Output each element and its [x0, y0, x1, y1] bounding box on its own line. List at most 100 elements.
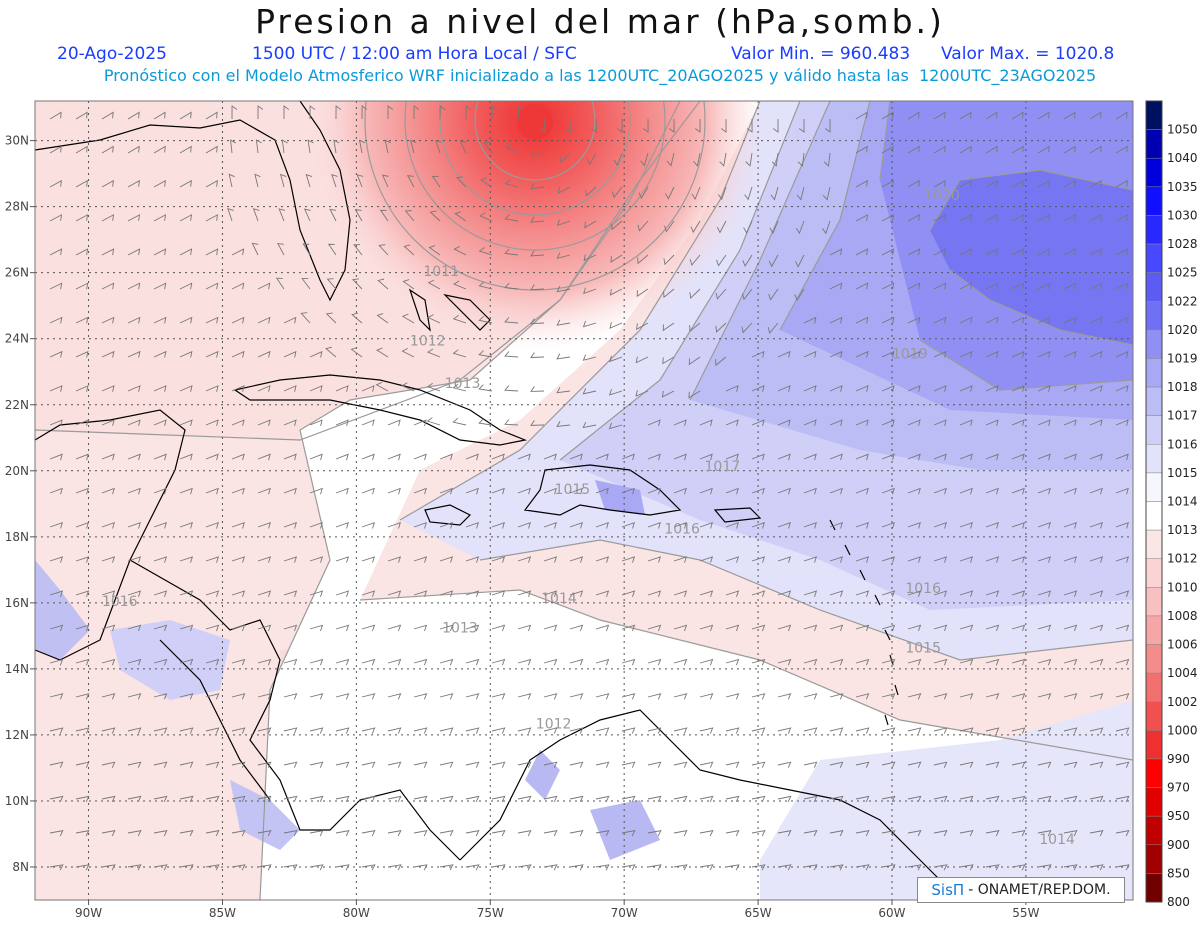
wind-barb	[459, 140, 467, 154]
wind-barb	[283, 727, 298, 734]
wind-barb	[647, 556, 662, 563]
wind-barb	[153, 658, 168, 666]
wind-barb	[353, 244, 363, 256]
wind-barb	[621, 658, 636, 666]
wind-barb	[1063, 487, 1077, 495]
wind-barb	[595, 693, 610, 700]
wind-barb	[1115, 658, 1130, 666]
wind-barb	[335, 658, 350, 666]
wind-barb	[725, 385, 739, 392]
wind-barb	[621, 864, 636, 871]
wind-barb	[49, 214, 63, 222]
wind-barb	[205, 693, 220, 700]
wind-barb	[772, 118, 779, 133]
wind-barb	[725, 487, 739, 495]
wind-barb	[309, 590, 324, 597]
wind-barb	[478, 384, 493, 392]
wind-barb	[1011, 419, 1025, 427]
wind-barb	[1089, 248, 1103, 256]
wind-barb	[959, 624, 974, 632]
legend-swatch	[1145, 215, 1163, 245]
wind-barb	[803, 830, 818, 837]
wind-barb	[821, 220, 831, 235]
wind-barb	[257, 658, 272, 666]
wind-barb	[907, 385, 921, 392]
wind-barb	[283, 590, 298, 597]
wind-barb	[231, 248, 245, 256]
wind-barb	[829, 624, 844, 632]
wind-barb	[387, 693, 402, 700]
wind-barb	[1037, 111, 1050, 120]
contour-label: 1013	[442, 621, 478, 637]
wind-barb	[543, 590, 558, 597]
wind-barb	[301, 278, 311, 290]
contour-label: 1012	[536, 716, 572, 732]
wind-barb	[725, 761, 740, 768]
wind-barb	[803, 385, 817, 392]
wind-barb	[75, 385, 89, 392]
legend-level-label: 900	[1167, 838, 1190, 852]
wind-barb	[751, 419, 765, 427]
wind-barb	[663, 288, 675, 299]
wind-barb	[257, 556, 272, 563]
wind-barb	[1089, 111, 1102, 120]
wind-barb	[1037, 521, 1051, 529]
wind-barb	[621, 624, 636, 632]
wind-barb	[609, 288, 623, 296]
wind-barb	[777, 830, 792, 837]
wind-barb	[491, 761, 506, 768]
wind-barb	[309, 521, 323, 529]
wind-barb	[959, 385, 973, 392]
wind-barb	[326, 278, 337, 290]
wind-barb	[985, 521, 999, 529]
wind-barb	[907, 282, 921, 290]
wind-barb	[855, 624, 870, 632]
wind-barb	[855, 658, 870, 666]
legend-swatch	[1145, 615, 1163, 645]
wind-barb	[543, 727, 558, 734]
wind-barb	[375, 347, 389, 358]
wind-barb	[101, 864, 116, 871]
wind-barb	[278, 208, 286, 222]
wind-barb	[543, 624, 558, 632]
wind-barb	[387, 105, 394, 120]
wind-barb	[855, 453, 869, 461]
wind-barb	[647, 487, 661, 495]
wind-barb	[636, 322, 649, 331]
wind-barb	[1011, 214, 1025, 222]
wind-barb	[699, 761, 714, 768]
wind-barb	[881, 727, 896, 734]
wind-barb	[907, 590, 922, 597]
wind-barb	[985, 350, 999, 358]
wind-barb	[985, 453, 999, 461]
wind-barb	[933, 487, 947, 495]
wind-barb	[153, 864, 168, 871]
wind-barb	[153, 727, 168, 734]
wind-barb	[275, 277, 285, 290]
wind-barb	[504, 351, 519, 358]
wind-barb	[741, 322, 753, 334]
wind-barb	[881, 453, 895, 461]
wind-barb	[933, 727, 948, 734]
wind-barb	[662, 322, 675, 332]
wind-barb	[1089, 214, 1103, 222]
wind-barb	[309, 795, 324, 803]
wind-barb	[231, 556, 246, 563]
wind-barb	[283, 830, 298, 837]
wind-barb	[1063, 830, 1078, 837]
wind-barb	[569, 487, 583, 495]
contour-label: 1016	[664, 522, 700, 538]
wind-barb	[205, 795, 220, 803]
wind-barb	[777, 419, 791, 427]
wind-barb	[361, 624, 376, 632]
wind-barb	[153, 214, 167, 222]
wind-barb	[823, 152, 831, 167]
wind-barb	[699, 556, 714, 563]
wind-barb	[452, 280, 467, 290]
wind-barb	[1037, 145, 1050, 154]
wind-barb	[1115, 453, 1129, 461]
legend-level-label: 1020	[1167, 323, 1198, 337]
wind-barb	[933, 453, 947, 461]
wind-barb	[335, 385, 349, 392]
wind-barb	[636, 288, 649, 298]
